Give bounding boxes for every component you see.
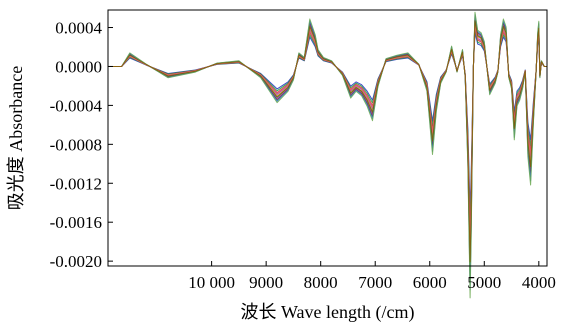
spectrum-line (108, 21, 547, 257)
y-tick-label: -0.0004 (50, 96, 103, 115)
x-tick-label: 7000 (358, 273, 392, 292)
x-axis-label: 波长 Wave length (/cm) (241, 302, 415, 323)
y-tick-label: -0.0020 (50, 252, 102, 271)
x-axis-ticks: 10 000 9000 8000 7000 6000 5000 4000 (188, 261, 556, 292)
x-tick-label: 4000 (522, 273, 556, 292)
x-tick-label: 9000 (249, 273, 283, 292)
spectrum-line (108, 13, 547, 291)
y-tick-label: -0.0012 (50, 174, 102, 193)
spectrum-line (108, 23, 547, 247)
x-tick-label: 5000 (467, 273, 501, 292)
spectrum-line (108, 19, 547, 267)
x-tick-label: 8000 (304, 273, 338, 292)
plot-series (108, 11, 547, 299)
spectrum-line (108, 17, 547, 275)
y-tick-label: 0.0004 (55, 19, 102, 38)
x-tick-label: 6000 (413, 273, 447, 292)
x-tick-label: 10 000 (188, 273, 235, 292)
spectrum-line (108, 15, 547, 283)
y-tick-label: -0.0008 (50, 135, 102, 154)
y-axis-label: 吸光度 Absorbance (6, 66, 26, 210)
spectrum-line (108, 26, 547, 235)
spectrum-line (108, 11, 547, 299)
spectrum-line (108, 25, 547, 241)
spectrum-line (108, 20, 547, 263)
y-axis-ticks: 0.0004 0.0000 -0.0004 -0.0008 -0.0012 -0.0016… (50, 19, 113, 271)
plot-frame (107, 9, 548, 267)
y-tick-label: -0.0016 (50, 213, 102, 232)
y-tick-label: 0.0000 (55, 57, 102, 76)
